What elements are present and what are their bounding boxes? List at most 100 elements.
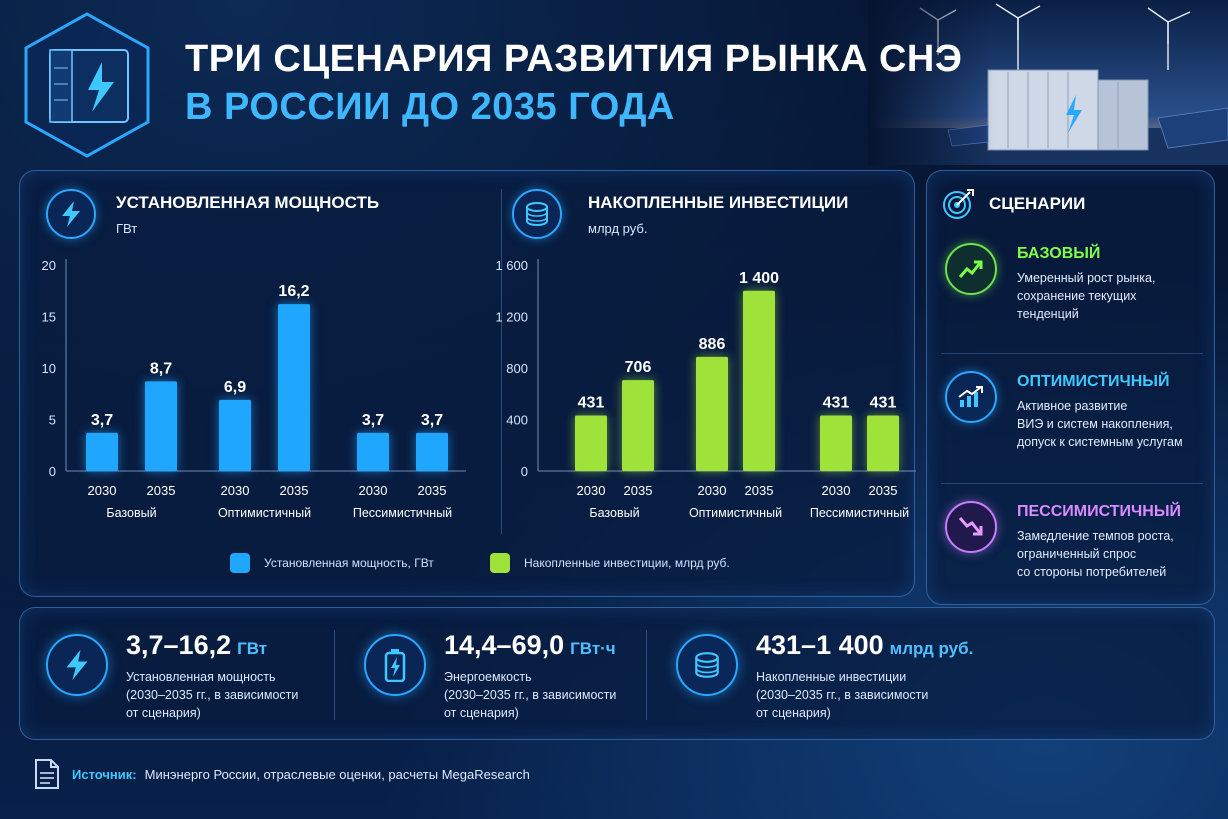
stat-investment-number: 431–1 400 [756, 630, 884, 660]
stat-energy-capacity: 14,4–69,0 ГВт·ч Энергоемкость (2030–2035 … [338, 608, 648, 741]
bar-value-label: 706 [625, 359, 652, 376]
investment-chart-title: НАКОПЛЕННЫЕ ИНВЕСТИЦИИ [588, 193, 849, 212]
x-tick-label: 2035 [745, 483, 774, 498]
legend-capacity: Установленная мощность, ГВт [230, 553, 434, 573]
bar [219, 399, 251, 471]
scenario-pessimistic-line: со стороны потребителей [1017, 565, 1167, 579]
stat-capacity-unit: ГВт [237, 639, 268, 658]
bar [575, 415, 607, 471]
scenario-pessimistic-description: Замедление темпов роста, ограниченный сп… [1017, 527, 1207, 581]
group-label: Оптимистичный [218, 506, 311, 520]
legend-capacity-swatch [230, 553, 250, 573]
source-text: Минэнерго России, отраслевые оценки, рас… [144, 766, 530, 782]
stat-energy-number: 14,4–69,0 [444, 630, 565, 660]
bar [278, 304, 310, 471]
bar-value-label: 3,7 [91, 412, 113, 429]
scenario-base-description: Умеренный рост рынка, сохранение текущих… [1017, 269, 1207, 323]
y-tick-label: 1 600 [495, 258, 528, 273]
bar-value-label: 1 400 [739, 270, 779, 287]
coins-icon [676, 634, 738, 696]
legend-investment: Накопленные инвестиции, млрд руб. [490, 553, 730, 573]
bar-value-label: 16,2 [278, 283, 309, 300]
x-tick-label: 2035 [869, 483, 898, 498]
legend-capacity-label: Установленная мощность, ГВт [264, 556, 434, 570]
scenario-base-line: Умеренный рост рынка, [1017, 271, 1156, 285]
bar-value-label: 3,7 [362, 412, 384, 429]
capacity-bar-chart: 20 15 10 5 0 3,7 2030 8,7 2035 6,9 2030 16,2 2035 3,7… [42, 258, 466, 520]
x-tick-label: 2030 [359, 483, 388, 498]
scenario-pessimistic-line: Замедление темпов роста, [1017, 529, 1174, 543]
x-tick-label: 2035 [280, 483, 309, 498]
y-tick-label: 1 200 [495, 310, 528, 325]
scenarios-panel: СЦЕНАРИИ БАЗОВЫЙ Умеренный рост рынка, с… [926, 170, 1215, 605]
stat-investment-description: Накопленные инвестиции (2030–2035 гг., в… [756, 668, 956, 722]
x-tick-label: 2030 [577, 483, 606, 498]
x-tick-label: 2030 [822, 483, 851, 498]
investment-bar-chart: 1 600 1 200 800 400 0 431 2030 706 2035 886 2030 1 … [495, 258, 916, 520]
scenario-optimistic-name: ОПТИМИСТИЧНЫЙ [1017, 373, 1170, 390]
stat-investment-value: 431–1 400 млрд руб. [756, 630, 973, 661]
y-tick-label: 0 [521, 464, 528, 479]
source-note: Источник: Минэнерго России, отраслевые о… [34, 758, 530, 790]
stat-capacity-line: (2030–2035 гг., в зависимости [126, 688, 299, 702]
stat-capacity-line: от сценария) [126, 706, 201, 720]
y-tick-label: 400 [506, 413, 528, 428]
bar-value-label: 431 [823, 395, 850, 412]
stat-investment: 431–1 400 млрд руб. Накопленные инвестици… [650, 608, 1050, 741]
group-label: Базовый [589, 506, 639, 520]
x-tick-label: 2030 [698, 483, 727, 498]
scenario-base-line: сохранение текущих [1017, 289, 1137, 303]
growth-chart-icon [945, 371, 997, 423]
group-label: Пессимистичный [810, 506, 909, 520]
trend-up-green-icon [945, 243, 997, 295]
stat-investment-unit: млрд руб. [889, 639, 974, 658]
scenario-optimistic-line: ВИЭ и систем накопления, [1017, 417, 1173, 431]
bar [86, 432, 118, 471]
bar-value-label: 431 [870, 395, 897, 412]
y-tick-label: 10 [42, 361, 56, 376]
scenario-base-line: тенденций [1017, 307, 1079, 321]
y-tick-label: 5 [49, 413, 56, 428]
bar [696, 356, 728, 471]
stat-capacity-number: 3,7–16,2 [126, 630, 232, 660]
investment-chart-unit: млрд руб. [588, 221, 648, 236]
group-label: Пессимистичный [353, 506, 452, 520]
stat-capacity-description: Установленная мощность (2030–2035 гг., в… [126, 668, 326, 722]
y-tick-label: 15 [42, 310, 56, 325]
scenario-pessimistic-line: ограниченный спрос [1017, 547, 1137, 561]
stat-investment-line: Накопленные инвестиции [756, 670, 907, 684]
trend-down-icon [945, 501, 997, 553]
bar [145, 381, 177, 471]
x-tick-label: 2035 [147, 483, 176, 498]
bar-value-label: 3,7 [421, 412, 443, 429]
legend-investment-label: Накопленные инвестиции, млрд руб. [524, 556, 730, 570]
capacity-chart-title: УСТАНОВЛЕННАЯ МОЩНОСТЬ [116, 193, 380, 212]
scenario-pessimistic-name: ПЕССИМИСТИЧНЫЙ [1017, 503, 1181, 520]
scenarios-title: СЦЕНАРИИ [989, 194, 1086, 213]
stat-capacity: 3,7–16,2 ГВт Установленная мощность (2030… [20, 608, 340, 741]
bar [357, 432, 389, 471]
bar-value-label: 431 [578, 395, 605, 412]
y-tick-label: 0 [49, 464, 56, 479]
bar-value-label: 8,7 [150, 360, 172, 377]
stat-capacity-value: 3,7–16,2 ГВт [126, 630, 267, 661]
scenario-base-name: БАЗОВЫЙ [1017, 245, 1101, 262]
group-label: Оптимистичный [689, 506, 782, 520]
document-icon [35, 759, 59, 789]
charts-panel: УСТАНОВЛЕННАЯ МОЩНОСТЬ ГВт 20 15 10 5 0 3,7 20… [19, 170, 916, 597]
scenario-optimistic-line: допуск к системным услугам [1017, 435, 1183, 449]
stat-energy-value: 14,4–69,0 ГВт·ч [444, 630, 616, 661]
stat-energy-line: (2030–2035 гг., в зависимости [444, 688, 617, 702]
scenarios-header: СЦЕНАРИИ [941, 187, 1085, 221]
scenario-separator [941, 483, 1203, 484]
x-tick-label: 2035 [418, 483, 447, 498]
y-tick-label: 20 [42, 258, 56, 273]
stat-investment-line: (2030–2035 гг., в зависимости [756, 688, 929, 702]
source-label: Источник: [72, 766, 137, 782]
lightning-icon [46, 634, 108, 696]
battery-icon [364, 634, 426, 696]
legend-investment-swatch [490, 553, 510, 573]
page-title: ТРИ СЦЕНАРИЯ РАЗВИТИЯ РЫНКА СНЭ В РОССИИ… [185, 36, 962, 132]
y-tick-label: 800 [506, 361, 528, 376]
x-tick-label: 2035 [624, 483, 653, 498]
